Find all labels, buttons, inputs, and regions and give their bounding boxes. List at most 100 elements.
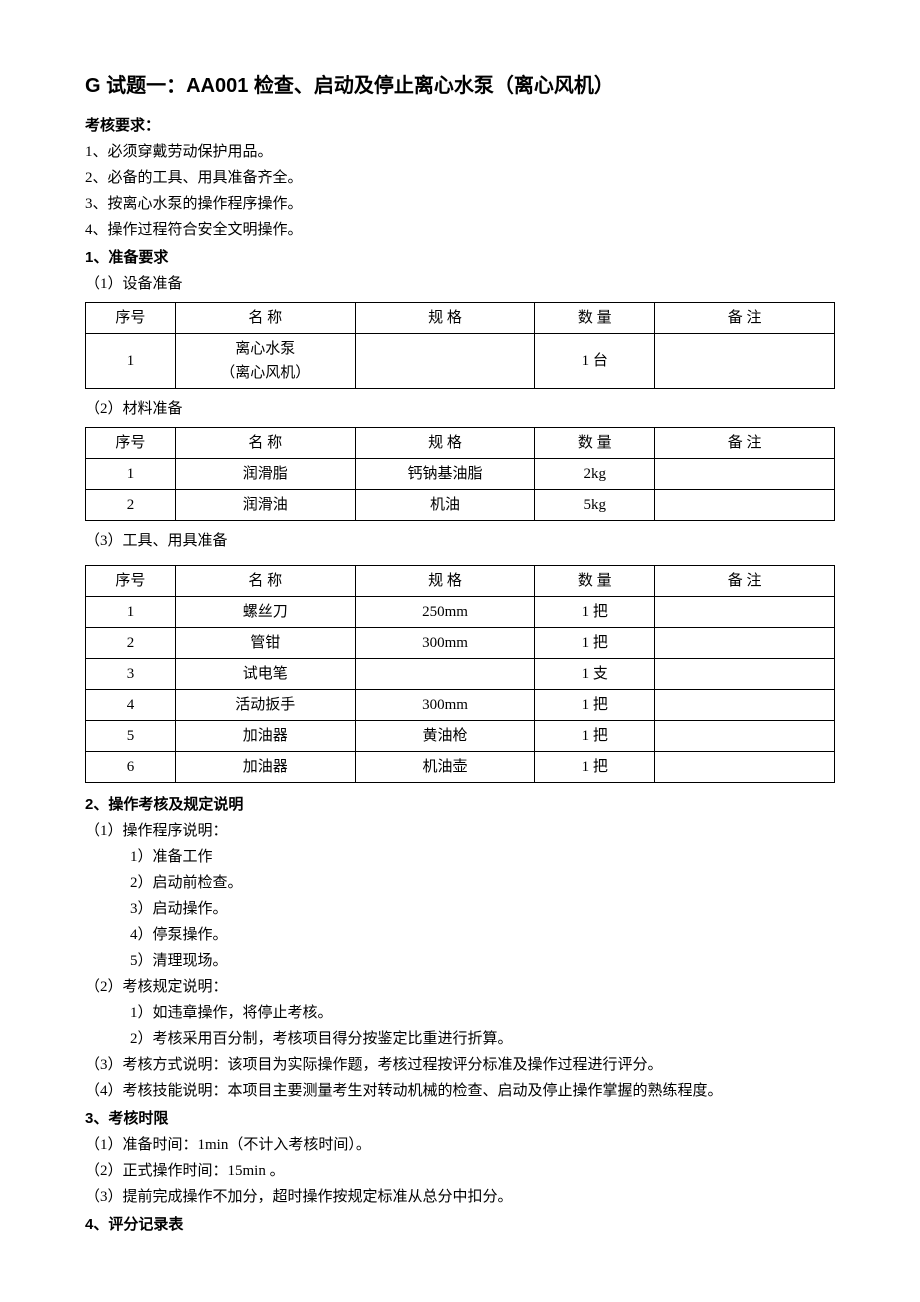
th-qty: 数 量 <box>535 428 655 459</box>
assess-item: 4、操作过程符合安全文明操作。 <box>85 218 835 242</box>
cell-seq: 5 <box>86 721 176 752</box>
table-row: 1 润滑脂 钙钠基油脂 2kg <box>86 459 835 490</box>
cell-note <box>655 597 835 628</box>
cell-spec: 250mm <box>355 597 535 628</box>
th-note: 备 注 <box>655 428 835 459</box>
cell-seq: 4 <box>86 690 176 721</box>
th-spec: 规 格 <box>355 566 535 597</box>
op-assess-heading: 2、操作考核及规定说明 <box>85 793 835 817</box>
cell-name: 加油器 <box>175 752 355 783</box>
table-header-row: 序号 名 称 规 格 数 量 备 注 <box>86 428 835 459</box>
cell-name-line1: 离心水泵 <box>180 337 351 361</box>
op-p1-item: 3）启动操作。 <box>85 897 835 921</box>
cell-qty: 1 把 <box>535 628 655 659</box>
cell-note <box>655 690 835 721</box>
cell-spec: 钙钠基油脂 <box>355 459 535 490</box>
time-item: （2）正式操作时间：15min 。 <box>85 1159 835 1183</box>
th-spec: 规 格 <box>355 428 535 459</box>
score-table-heading: 4、评分记录表 <box>85 1213 835 1237</box>
th-qty: 数 量 <box>535 303 655 334</box>
cell-name: 离心水泵 （离心风机） <box>175 334 355 389</box>
th-note: 备 注 <box>655 566 835 597</box>
op-p1-item: 1）准备工作 <box>85 845 835 869</box>
table-row: 1 螺丝刀 250mm 1 把 <box>86 597 835 628</box>
cell-qty: 2kg <box>535 459 655 490</box>
cell-note <box>655 334 835 389</box>
cell-spec: 300mm <box>355 628 535 659</box>
cell-name: 润滑油 <box>175 490 355 521</box>
cell-seq: 1 <box>86 597 176 628</box>
cell-seq: 1 <box>86 459 176 490</box>
cell-name: 活动扳手 <box>175 690 355 721</box>
cell-note <box>655 659 835 690</box>
op-p1-item: 2）启动前检查。 <box>85 871 835 895</box>
cell-name: 螺丝刀 <box>175 597 355 628</box>
time-item: （1）准备时间：1min（不计入考核时间）。 <box>85 1133 835 1157</box>
th-seq: 序号 <box>86 428 176 459</box>
cell-name: 管钳 <box>175 628 355 659</box>
op-p2-item: 1）如违章操作，将停止考核。 <box>85 1001 835 1025</box>
cell-seq: 2 <box>86 490 176 521</box>
cell-name: 试电笔 <box>175 659 355 690</box>
op-p1-item: 4）停泵操作。 <box>85 923 835 947</box>
time-limit-heading: 3、考核时限 <box>85 1107 835 1131</box>
prep-req-heading: 1、准备要求 <box>85 246 835 270</box>
assess-req-heading: 考核要求： <box>85 114 835 138</box>
table-row: 4 活动扳手 300mm 1 把 <box>86 690 835 721</box>
cell-note <box>655 490 835 521</box>
document-title: G 试题一：AA001 检查、启动及停止离心水泵（离心风机） <box>85 70 835 102</box>
equip-prep-label: （1）设备准备 <box>85 272 835 296</box>
op-p1: （1）操作程序说明： <box>85 819 835 843</box>
cell-note <box>655 628 835 659</box>
table-row: 2 管钳 300mm 1 把 <box>86 628 835 659</box>
table-row: 2 润滑油 机油 5kg <box>86 490 835 521</box>
op-p2: （2）考核规定说明： <box>85 975 835 999</box>
cell-spec: 300mm <box>355 690 535 721</box>
th-note: 备 注 <box>655 303 835 334</box>
cell-name: 润滑脂 <box>175 459 355 490</box>
th-qty: 数 量 <box>535 566 655 597</box>
assess-item: 1、必须穿戴劳动保护用品。 <box>85 140 835 164</box>
cell-qty: 1 支 <box>535 659 655 690</box>
cell-spec: 机油壶 <box>355 752 535 783</box>
cell-spec <box>355 659 535 690</box>
tools-prep-label: （3）工具、用具准备 <box>85 529 835 553</box>
cell-seq: 6 <box>86 752 176 783</box>
tools-table: 序号 名 称 规 格 数 量 备 注 1 螺丝刀 250mm 1 把 2 管钳 … <box>85 565 835 783</box>
th-name: 名 称 <box>175 303 355 334</box>
cell-seq: 2 <box>86 628 176 659</box>
table-header-row: 序号 名 称 规 格 数 量 备 注 <box>86 303 835 334</box>
cell-spec: 黄油枪 <box>355 721 535 752</box>
op-p2-item: 2）考核采用百分制，考核项目得分按鉴定比重进行折算。 <box>85 1027 835 1051</box>
th-name: 名 称 <box>175 566 355 597</box>
cell-note <box>655 721 835 752</box>
th-seq: 序号 <box>86 303 176 334</box>
cell-qty: 5kg <box>535 490 655 521</box>
cell-note <box>655 459 835 490</box>
cell-spec: 机油 <box>355 490 535 521</box>
cell-qty: 1 把 <box>535 721 655 752</box>
cell-seq: 1 <box>86 334 176 389</box>
cell-spec <box>355 334 535 389</box>
assess-item: 3、按离心水泵的操作程序操作。 <box>85 192 835 216</box>
material-table: 序号 名 称 规 格 数 量 备 注 1 润滑脂 钙钠基油脂 2kg 2 润滑油… <box>85 427 835 521</box>
cell-name-line2: （离心风机） <box>180 361 351 385</box>
table-header-row: 序号 名 称 规 格 数 量 备 注 <box>86 566 835 597</box>
table-row: 3 试电笔 1 支 <box>86 659 835 690</box>
table-row: 5 加油器 黄油枪 1 把 <box>86 721 835 752</box>
time-item: （3）提前完成操作不加分，超时操作按规定标准从总分中扣分。 <box>85 1185 835 1209</box>
op-p1-item: 5）清理现场。 <box>85 949 835 973</box>
cell-note <box>655 752 835 783</box>
th-name: 名 称 <box>175 428 355 459</box>
th-seq: 序号 <box>86 566 176 597</box>
op-p4: （4）考核技能说明：本项目主要测量考生对转动机械的检查、启动及停止操作掌握的熟练… <box>85 1079 835 1103</box>
cell-name: 加油器 <box>175 721 355 752</box>
cell-qty: 1 把 <box>535 690 655 721</box>
op-p3: （3）考核方式说明：该项目为实际操作题，考核过程按评分标准及操作过程进行评分。 <box>85 1053 835 1077</box>
cell-qty: 1 台 <box>535 334 655 389</box>
table-row: 6 加油器 机油壶 1 把 <box>86 752 835 783</box>
material-prep-label: （2）材料准备 <box>85 397 835 421</box>
table-row: 1 离心水泵 （离心风机） 1 台 <box>86 334 835 389</box>
equip-table: 序号 名 称 规 格 数 量 备 注 1 离心水泵 （离心风机） 1 台 <box>85 302 835 389</box>
cell-qty: 1 把 <box>535 597 655 628</box>
